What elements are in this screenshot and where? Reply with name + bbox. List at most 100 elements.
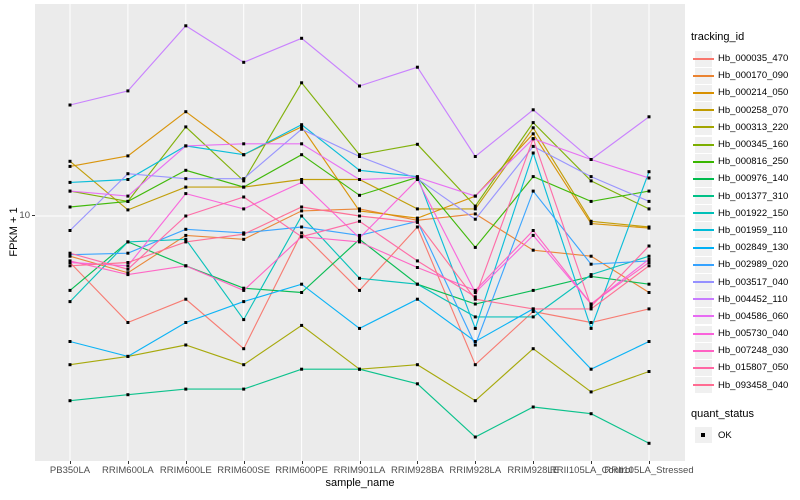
x-tick-mark <box>359 461 361 464</box>
quant-status-key <box>695 427 712 444</box>
data-point <box>242 207 246 211</box>
x-axis-title: sample_name <box>325 477 395 489</box>
data-point <box>68 103 72 107</box>
series-color-swatch-icon <box>693 298 714 301</box>
data-point <box>300 142 304 146</box>
data-point <box>358 326 361 330</box>
series-color-swatch-icon <box>693 91 714 94</box>
data-point <box>647 340 651 343</box>
data-point <box>415 363 419 367</box>
data-point <box>589 199 593 203</box>
data-point <box>184 214 188 218</box>
x-tick-mark <box>475 461 477 464</box>
legend-key <box>693 308 714 325</box>
data-point <box>531 233 535 237</box>
data-point <box>415 382 419 386</box>
legend-item: Hb_000214_050 <box>691 84 799 101</box>
data-point <box>126 199 130 203</box>
data-point <box>589 390 593 394</box>
plot-panel <box>35 4 685 461</box>
data-point <box>415 266 419 269</box>
data-point <box>68 399 72 403</box>
data-point <box>589 326 593 330</box>
data-point <box>68 363 72 367</box>
legend-item: Hb_001377_310 <box>691 188 799 205</box>
legend-key <box>693 377 714 394</box>
x-tick-label: RRII105LA_Control <box>549 465 633 476</box>
data-point <box>126 264 130 268</box>
data-point <box>184 168 188 172</box>
data-point <box>589 302 593 306</box>
x-tick-mark <box>70 461 71 464</box>
data-point <box>473 302 477 306</box>
data-point <box>647 244 651 248</box>
x-tick-mark <box>301 461 303 464</box>
data-point <box>184 240 188 244</box>
data-point <box>300 81 304 85</box>
data-point <box>473 435 477 439</box>
x-tick-label: RRIM600LA <box>102 465 154 476</box>
data-point <box>184 233 188 237</box>
legend-key <box>693 188 714 205</box>
data-point <box>473 363 477 367</box>
data-point <box>647 176 651 180</box>
legend: tracking_id Hb_000035_470 Hb_000170_090 Hb… <box>691 31 799 444</box>
data-point <box>242 387 246 391</box>
data-point <box>126 354 130 358</box>
data-point <box>531 248 535 252</box>
x-tick-label: RRIM600SE <box>217 465 271 476</box>
data-point <box>68 253 72 257</box>
series-color-swatch-icon <box>693 349 714 352</box>
data-point <box>300 209 304 213</box>
data-point <box>647 115 651 119</box>
data-point <box>184 227 188 231</box>
data-point <box>647 264 651 268</box>
data-point <box>358 84 361 88</box>
data-point <box>242 286 246 290</box>
series-color-swatch-icon <box>693 366 714 369</box>
data-point <box>68 259 72 263</box>
data-point <box>358 367 361 371</box>
data-point <box>300 125 304 129</box>
data-point <box>68 189 72 193</box>
data-point <box>473 343 477 347</box>
data-point <box>415 175 419 179</box>
legend-item: Hb_002849_130 <box>691 239 799 256</box>
data-point <box>589 175 593 179</box>
data-point <box>647 170 651 174</box>
data-point <box>647 282 651 286</box>
data-point <box>589 274 593 278</box>
data-point <box>531 121 535 125</box>
data-point <box>68 205 72 209</box>
series-color-swatch-icon <box>693 160 714 163</box>
legend-item: Hb_093458_040 <box>691 377 799 394</box>
legend-item: Hb_000816_250 <box>691 153 799 170</box>
series-color-swatch-icon <box>693 109 714 112</box>
legend-key <box>693 170 714 187</box>
series-color-swatch-icon <box>693 281 714 284</box>
x-tick-label: RRII105LA_Stressed <box>604 465 694 476</box>
data-point <box>184 343 188 347</box>
data-point <box>647 291 651 294</box>
data-point <box>126 273 130 277</box>
data-point <box>531 347 535 351</box>
data-point <box>242 237 246 241</box>
data-point <box>300 323 304 327</box>
legend-key <box>693 325 714 342</box>
data-point <box>473 315 477 319</box>
legend-item-label: Hb_002849_130 <box>718 242 789 254</box>
data-point <box>647 259 651 263</box>
legend-key <box>693 50 714 67</box>
data-point <box>531 144 535 148</box>
data-point <box>647 370 651 373</box>
data-point <box>300 367 304 371</box>
data-point <box>300 36 304 40</box>
data-point <box>68 180 72 184</box>
data-point <box>358 276 361 280</box>
data-point <box>242 363 246 367</box>
data-point <box>473 326 477 330</box>
data-point <box>300 235 304 239</box>
data-point <box>415 259 419 263</box>
legend-item-label: Hb_001922_150 <box>718 207 789 219</box>
legend-key <box>693 84 714 101</box>
